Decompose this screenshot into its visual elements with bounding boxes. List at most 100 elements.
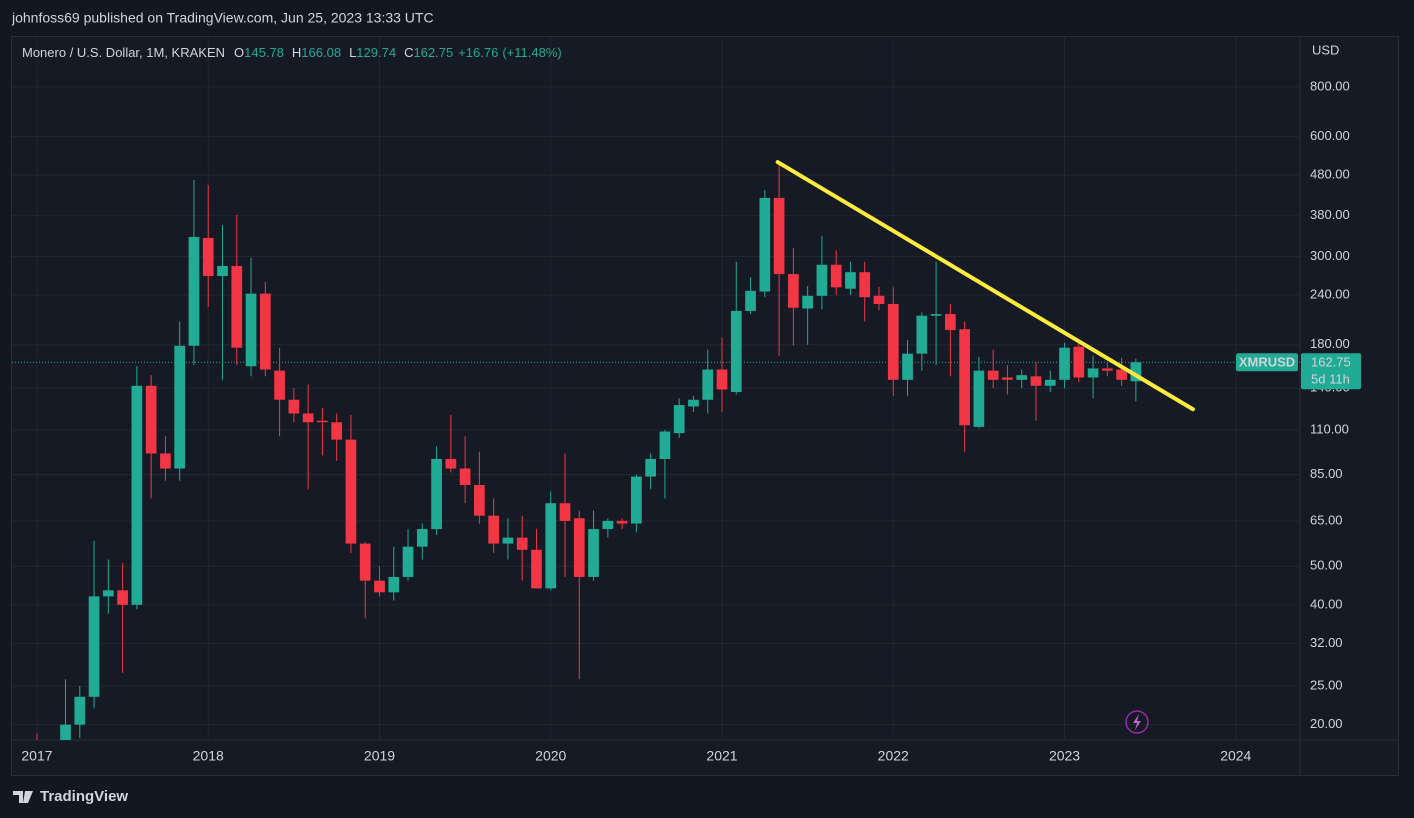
legend-value: 166.08 — [301, 45, 341, 60]
y-tick-label: 32.00 — [1310, 635, 1343, 650]
candle-body — [374, 580, 385, 593]
plot — [36, 160, 1195, 740]
candle-body — [873, 295, 885, 304]
candle-body — [559, 503, 571, 521]
y-tick-label: 50.00 — [1310, 558, 1343, 573]
candle-body — [88, 596, 100, 697]
candle-body — [1101, 368, 1113, 371]
candle-body — [716, 369, 728, 390]
y-tick-label: 85.00 — [1310, 466, 1343, 481]
candle-body — [1044, 379, 1056, 386]
candle-body — [331, 422, 343, 440]
candle-body — [859, 272, 871, 298]
candle-body — [459, 468, 471, 485]
candle-body — [245, 293, 257, 367]
candle-body — [902, 353, 913, 380]
candle-body — [631, 476, 642, 524]
candle-body — [1002, 377, 1013, 380]
brand: TradingView — [40, 788, 128, 805]
candle-body — [60, 724, 71, 740]
legend-change: +16.76 — [458, 45, 498, 60]
candle-body — [188, 236, 200, 346]
candle-body — [1016, 375, 1028, 380]
y-tick-label: 240.00 — [1310, 287, 1350, 302]
currency: USD — [1312, 42, 1339, 57]
y-tick-label: 25.00 — [1310, 678, 1343, 693]
candle-body — [74, 696, 86, 725]
candle-body — [645, 458, 656, 477]
legend-key: O — [234, 45, 244, 60]
legend-value: 129.74 — [356, 45, 396, 60]
legend: Monero / U.S. Dollar, 1M, KRAKEN O145.78 H… — [22, 45, 562, 60]
legend-value: 145.78 — [244, 45, 284, 60]
legend-title: Monero / U.S. Dollar, 1M, KRAKEN — [22, 45, 225, 60]
candle-body — [488, 515, 500, 544]
candle-body — [302, 413, 314, 423]
y-tick-label: 600.00 — [1310, 128, 1350, 143]
legend-key: H — [292, 45, 301, 60]
candle-body — [573, 518, 585, 577]
y-tick-label: 110.00 — [1310, 421, 1349, 436]
candle-body — [231, 265, 243, 348]
legend-key: C — [404, 45, 413, 60]
candle-body — [217, 265, 228, 277]
axes: 800.00 600.00 480.00 380.00 300.00 240.00 180.… — [21, 78, 1361, 764]
y-tick-label: 300.00 — [1310, 248, 1350, 263]
candle-body — [1059, 347, 1070, 380]
candle-body — [345, 439, 357, 544]
candle-body — [673, 405, 685, 434]
candle-body — [117, 590, 128, 605]
symbol-badge — [1236, 353, 1298, 372]
candle-body — [759, 197, 771, 292]
candle-body — [102, 590, 114, 597]
x-tick-label: 2022 — [878, 748, 909, 764]
candle-body — [402, 546, 414, 577]
x-tick-label: 2023 — [1049, 748, 1080, 764]
candle-body — [845, 272, 856, 289]
chart-panel — [11, 36, 1399, 776]
y-tick-label: 65.00 — [1310, 512, 1343, 527]
candle-body — [602, 520, 614, 530]
candle-body — [802, 295, 813, 309]
candle-body — [788, 274, 799, 308]
x-tick-label: 2018 — [193, 748, 224, 764]
candle-body — [202, 237, 214, 277]
candle-body — [688, 399, 699, 407]
candle-body — [1073, 346, 1085, 378]
candle-body — [416, 529, 428, 547]
x-tick-label: 2017 — [21, 748, 52, 764]
candle-body — [317, 420, 328, 423]
candle-body — [160, 453, 171, 469]
candle-body — [445, 458, 457, 469]
y-tick-label: 180.00 — [1310, 336, 1350, 351]
candle-body — [131, 385, 143, 605]
candle-body — [944, 314, 956, 331]
candle-body — [274, 370, 285, 400]
candle-body — [502, 537, 514, 544]
candle-body — [830, 264, 842, 288]
logo — [13, 791, 33, 803]
price-label: 162.75 — [1311, 355, 1351, 370]
y-tick-label: 20.00 — [1310, 716, 1343, 731]
x-tick-label: 2021 — [706, 748, 737, 764]
candle-body — [1116, 369, 1127, 380]
candle-body — [916, 315, 928, 354]
legend-change-percent: (+11.48%) — [502, 45, 561, 60]
candle-body — [588, 529, 599, 577]
candle-body — [816, 264, 828, 296]
candle-body — [887, 303, 899, 380]
candle-body — [531, 549, 542, 589]
candle-body — [659, 431, 671, 459]
candle-body — [1130, 362, 1142, 382]
candle-body — [930, 314, 942, 316]
candle-body — [516, 537, 528, 550]
candle-body — [730, 310, 742, 392]
x-tick-label: 2020 — [535, 748, 566, 764]
candle-body — [174, 345, 186, 469]
alert-icon[interactable] — [1125, 710, 1149, 734]
candle-body — [259, 293, 271, 370]
x-tick-label: 2019 — [364, 748, 395, 764]
y-tick-label: 380.00 — [1310, 207, 1350, 222]
candle-body — [359, 543, 371, 581]
